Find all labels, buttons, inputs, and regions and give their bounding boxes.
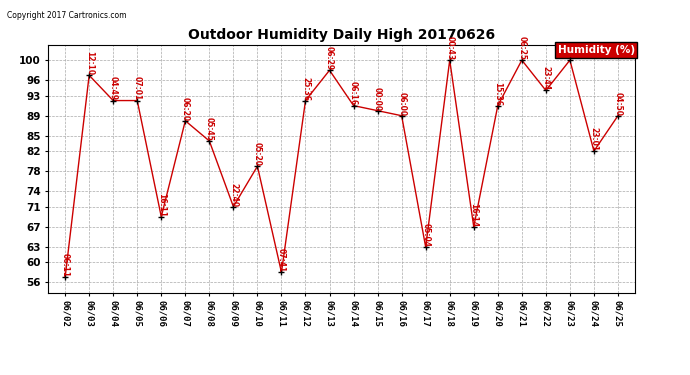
Text: Humidity (%): Humidity (%)	[558, 45, 635, 55]
Text: 05:04: 05:04	[421, 223, 430, 247]
Text: 16:11: 16:11	[157, 193, 166, 217]
Text: 04:50: 04:50	[613, 92, 622, 116]
Text: 06:00: 06:00	[397, 92, 406, 116]
Text: 25:36: 25:36	[301, 76, 310, 101]
Text: Copyright 2017 Cartronics.com: Copyright 2017 Cartronics.com	[7, 11, 126, 20]
Text: 06:11: 06:11	[61, 253, 70, 278]
Text: 12:10: 12:10	[85, 51, 94, 75]
Text: 07:01: 07:01	[132, 76, 141, 100]
Text: 07:41: 07:41	[277, 248, 286, 272]
Text: 06:16: 06:16	[349, 81, 358, 106]
Text: 23:44: 23:44	[542, 66, 551, 90]
Text: 06:20: 06:20	[181, 97, 190, 121]
Text: 06:29: 06:29	[325, 46, 334, 70]
Text: 16:14: 16:14	[469, 203, 478, 227]
Text: 05:45: 05:45	[205, 117, 214, 141]
Text: 06:25: 06:25	[518, 36, 526, 60]
Text: 23:01: 23:01	[589, 127, 598, 151]
Text: 05:20: 05:20	[253, 142, 262, 166]
Text: 22:40: 22:40	[229, 183, 238, 207]
Text: 04:49: 04:49	[109, 76, 118, 101]
Text: 15:36: 15:36	[493, 82, 502, 106]
Text: 00:00: 00:00	[373, 87, 382, 111]
Title: Outdoor Humidity Daily High 20170626: Outdoor Humidity Daily High 20170626	[188, 28, 495, 42]
Text: 00:43: 00:43	[445, 36, 454, 60]
